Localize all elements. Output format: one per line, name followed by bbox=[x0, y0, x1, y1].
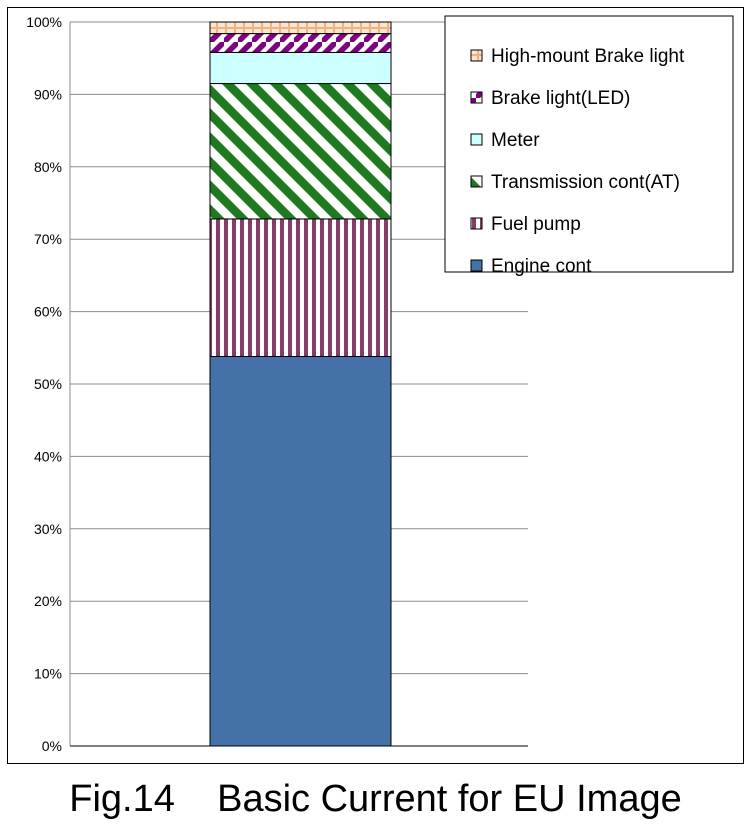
y-tick-label: 50% bbox=[34, 376, 62, 392]
legend-label: Meter bbox=[491, 130, 540, 151]
y-tick-label: 70% bbox=[34, 231, 62, 247]
legend-box bbox=[444, 15, 734, 273]
y-tick-label: 80% bbox=[34, 159, 62, 175]
legend-label: Engine cont bbox=[491, 256, 592, 277]
bar-segment-engine-cont bbox=[209, 355, 392, 747]
chart-frame bbox=[7, 7, 744, 764]
legend-swatch bbox=[470, 259, 483, 272]
legend: High-mount Brake light Brake light(LED) Me… bbox=[444, 15, 734, 277]
legend-swatch bbox=[470, 217, 483, 230]
y-tick-label: 10% bbox=[34, 666, 62, 682]
y-axis: 0% 10% 20% 30% 40% 50% 60% 70% 80% 90% 100% bbox=[26, 14, 528, 754]
legend-label: Transmission cont(AT) bbox=[491, 172, 680, 193]
legend-swatch bbox=[470, 175, 483, 188]
bar-segment-fuel-pump bbox=[209, 218, 392, 357]
legend-swatch bbox=[470, 91, 483, 104]
legend-label: High-mount Brake light bbox=[491, 46, 685, 67]
legend-label: Fuel pump bbox=[491, 214, 581, 235]
y-tick-label: 0% bbox=[42, 738, 62, 754]
bar-segment-brake-light-led bbox=[209, 33, 392, 53]
y-tick-label: 90% bbox=[34, 86, 62, 102]
y-tick-label: 60% bbox=[34, 304, 62, 320]
bar-segment-transmission-cont-at bbox=[209, 83, 392, 220]
y-tick-label: 40% bbox=[34, 448, 62, 464]
legend-swatch bbox=[470, 49, 483, 62]
figure-caption: Fig.14 Basic Current for EU Image bbox=[69, 778, 682, 820]
bar-segment-meter bbox=[209, 51, 392, 85]
legend-label: Brake light(LED) bbox=[491, 88, 630, 109]
legend-swatch bbox=[470, 133, 483, 146]
y-tick-label: 30% bbox=[34, 521, 62, 537]
y-tick-label: 20% bbox=[34, 593, 62, 609]
bar-segment-high-mount-brake-light bbox=[209, 21, 392, 35]
y-tick-label: 100% bbox=[26, 14, 62, 30]
bar-segments bbox=[209, 21, 392, 747]
